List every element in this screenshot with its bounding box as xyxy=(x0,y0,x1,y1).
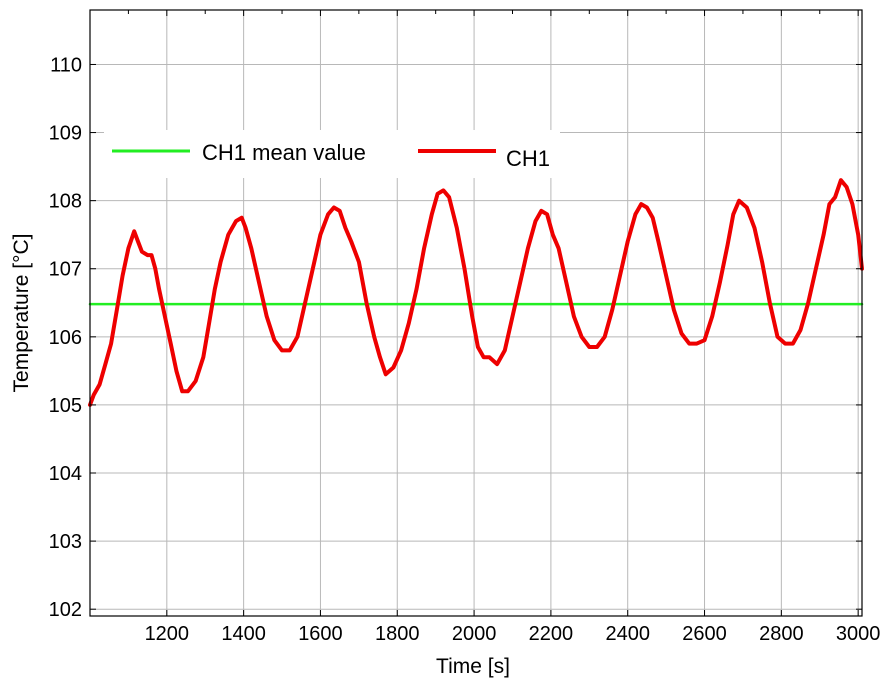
x-tick-label: 2200 xyxy=(529,623,574,645)
y-tick-label: 110 xyxy=(50,54,82,76)
y-tick-label: 105 xyxy=(49,395,82,417)
legend-label-ch1: CH1 xyxy=(506,146,550,171)
tick-labels: 1200 1400 1600 1800 2000 2200 2400 2600 2800 3000… xyxy=(49,10,881,645)
legend-label-mean: CH1 mean value xyxy=(202,140,366,165)
x-tick-label: 1200 xyxy=(145,623,190,645)
series-layer xyxy=(88,178,864,407)
y-tick-label: 104 xyxy=(49,463,82,485)
y-tick-label: 107 xyxy=(49,259,82,281)
series-line-ch1 xyxy=(88,178,864,407)
x-tick-label: 2400 xyxy=(605,623,650,645)
x-tick-label: 1800 xyxy=(375,623,420,645)
plot-background xyxy=(90,10,862,616)
x-axis-label: Time [s] xyxy=(436,655,510,678)
y-tick-label: 102 xyxy=(49,599,82,621)
y-tick-label: 109 xyxy=(49,123,82,145)
y-tick-label: 103 xyxy=(49,531,82,553)
x-tick-label: 2600 xyxy=(682,623,727,645)
x-tick-label: 2800 xyxy=(759,623,804,645)
x-tick-label: 2000 xyxy=(452,623,497,645)
y-tick-label: 106 xyxy=(49,327,82,349)
legend: CH1 mean value CH1 xyxy=(104,130,560,178)
x-tick-label: 1400 xyxy=(221,623,266,645)
y-axis-label: Temperature [°C] xyxy=(10,234,33,393)
plot-frame xyxy=(89,9,863,617)
x-tick-label: 3000 xyxy=(836,623,881,645)
y-tick-label: 108 xyxy=(49,191,82,213)
legend-box xyxy=(104,130,560,178)
x-tick-label: 1600 xyxy=(298,623,343,645)
